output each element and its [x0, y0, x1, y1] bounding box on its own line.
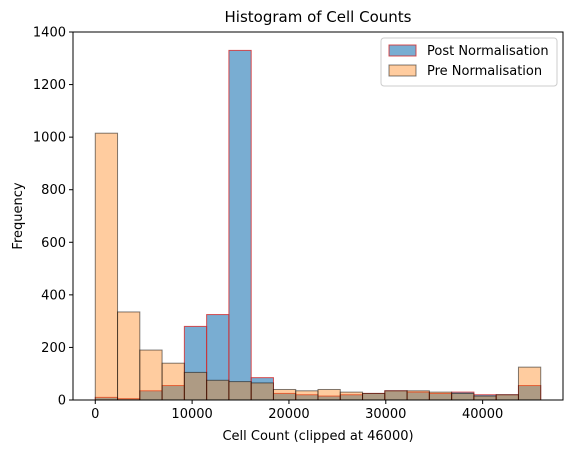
y-tick-label: 0 [58, 394, 66, 409]
pre-bar [317, 388, 341, 401]
x-tick-label: 30000 [365, 407, 406, 422]
x-axis-label: Cell Count (clipped at 46000) [222, 429, 413, 444]
pre-bar [94, 132, 119, 401]
pre-bar [117, 311, 141, 401]
x-tick-label: 20000 [268, 407, 309, 422]
pre-bar [161, 362, 185, 401]
pre-bar [495, 394, 519, 401]
pre-bar [295, 390, 319, 401]
pre-bar [517, 366, 542, 401]
y-axis-label: Frequency [11, 182, 26, 249]
y-tick-label: 1200 [33, 78, 66, 93]
legend-swatch [388, 44, 417, 57]
pre-bar [451, 392, 475, 401]
chart-title: Histogram of Cell Counts [225, 8, 412, 26]
pre-bar [406, 390, 430, 401]
y-tick-label: 800 [41, 183, 66, 198]
y-tick-label: 1400 [33, 26, 66, 41]
x-tick-label: 10000 [171, 407, 212, 422]
pre-bar [228, 381, 252, 401]
post-bar [228, 49, 252, 401]
y-tick-label: 1000 [33, 131, 66, 146]
pre-bar [473, 395, 497, 401]
pre-bar [339, 391, 364, 401]
pre-bar [428, 391, 453, 401]
plot-frame [72, 31, 564, 401]
pre-bar [206, 379, 230, 401]
pre-bar [362, 392, 386, 401]
legend-swatch [388, 64, 417, 77]
legend-label: Pre Normalisation [427, 64, 542, 79]
legend-box [380, 37, 558, 87]
pre-bar [384, 390, 408, 401]
x-tick-label: 0 [91, 407, 99, 422]
y-tick-label: 200 [41, 341, 66, 356]
pre-bar [272, 388, 297, 401]
pre-bar [139, 349, 163, 401]
y-tick-label: 600 [41, 236, 66, 251]
x-tick-label: 40000 [462, 407, 503, 422]
y-tick-label: 400 [41, 288, 66, 303]
legend-label: Post Normalisation [427, 44, 549, 59]
pre-bar [183, 371, 208, 401]
pre-bar [250, 382, 274, 401]
